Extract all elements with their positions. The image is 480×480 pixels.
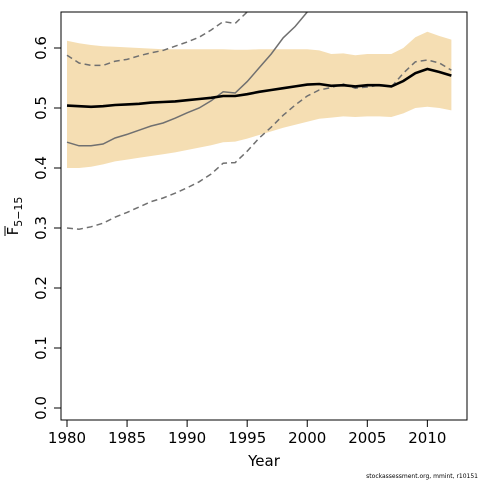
- y-tick-label: 0.3: [32, 216, 50, 240]
- y-axis-title: F5−15: [4, 197, 25, 236]
- x-tick-label: 1980: [48, 429, 86, 447]
- y-tick-label: 0.5: [32, 96, 50, 120]
- y-tick-label: 0.1: [32, 336, 50, 360]
- x-tick-label: 2005: [348, 429, 386, 447]
- y-axis-title-base: F: [4, 227, 22, 236]
- y-tick-label: 0.0: [32, 396, 50, 420]
- x-tick-label: 2000: [288, 429, 326, 447]
- x-tick-label: 2010: [408, 429, 446, 447]
- y-tick-label: 0.6: [32, 36, 50, 60]
- x-tick-label: 1990: [168, 429, 206, 447]
- x-axis: 1980 1985 1990 1995 2000 2005 2010: [48, 420, 446, 447]
- x-tick-label: 1985: [108, 429, 146, 447]
- plot-frame: [60, 11, 468, 421]
- confidence-band-layer: [67, 31, 452, 168]
- main-estimate-line: [66, 67, 452, 109]
- y-axis-title-subscript: 5−15: [12, 197, 25, 227]
- series-layer: [66, 12, 452, 230]
- x-axis-title: Year: [247, 452, 281, 470]
- confidence-band: [67, 31, 452, 168]
- svg-text:F5−15: F5−15: [4, 197, 25, 236]
- y-tick-label: 0.4: [32, 156, 50, 180]
- x-tick-label: 1995: [228, 429, 266, 447]
- y-tick-label: 0.2: [32, 276, 50, 300]
- retro-solid-line: [66, 12, 309, 147]
- credit-text: stockassessment.org, mmint, r10151: [366, 473, 478, 480]
- y-axis: 0.0 0.1 0.2 0.3 0.4 0.5 0.6: [32, 36, 61, 420]
